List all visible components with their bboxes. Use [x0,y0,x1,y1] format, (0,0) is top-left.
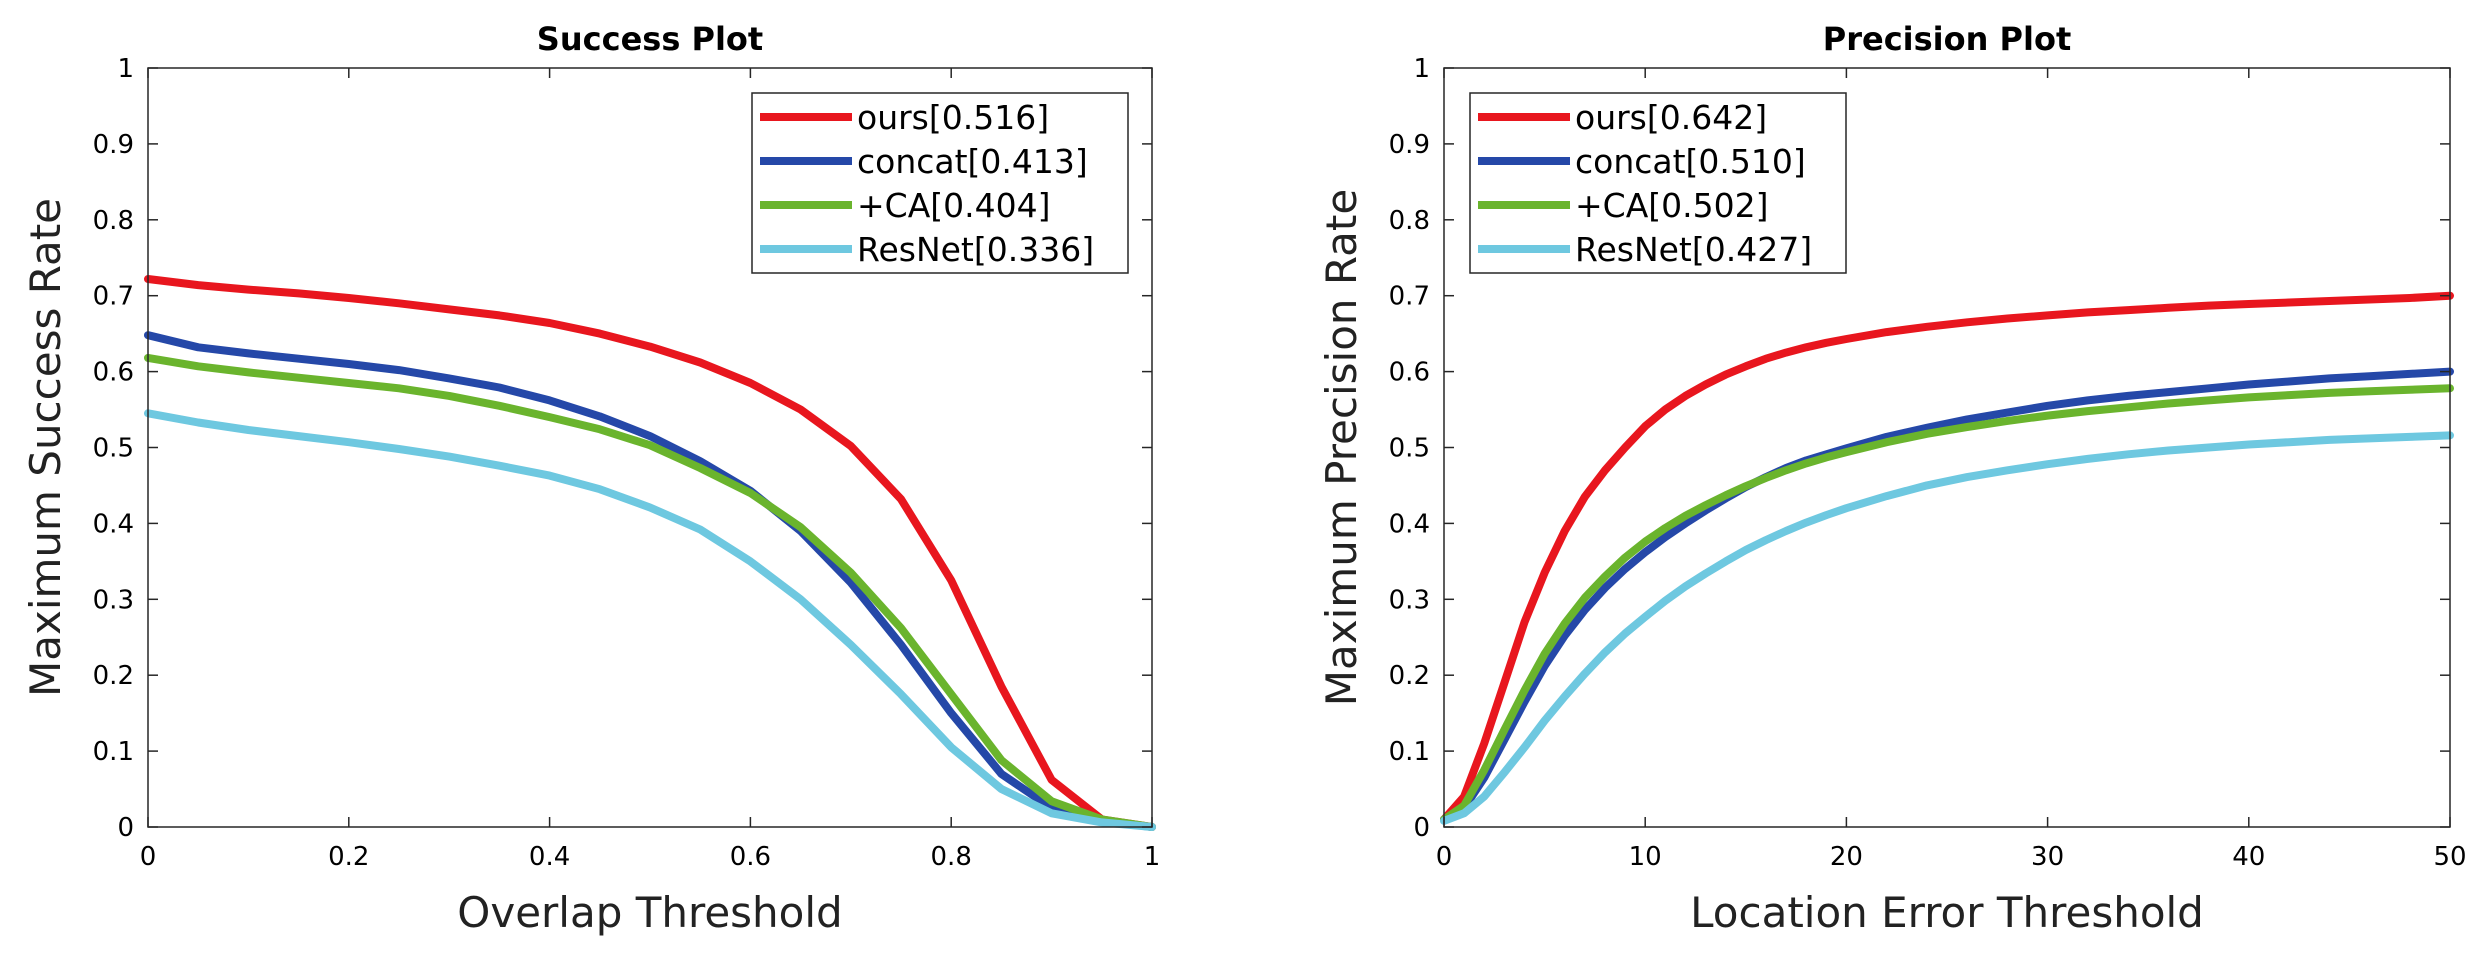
x-tick-label: 0.2 [328,842,369,872]
x-axis-label: Overlap Threshold [457,888,842,937]
x-tick-label: 20 [1830,842,1863,872]
y-tick-label: 0.5 [93,434,134,464]
x-tick-label: 0.8 [931,842,972,872]
legend-box [1469,92,1847,274]
y-tick-label: 0.2 [1389,661,1430,691]
y-tick-label: 0.5 [1389,434,1430,464]
y-tick-label: 0.8 [1389,206,1430,236]
y-tick-label: 1 [117,54,134,84]
legend-label-1: ours[0.642] [1575,98,1767,137]
series-line-3 [1440,384,2454,824]
y-tick-label: 0 [1413,813,1430,843]
legend-label-2: concat[0.413] [857,142,1088,181]
y-tick-label: 0.1 [93,737,134,767]
legend-box [751,92,1129,274]
legend: ours[0.516] concat[0.413] +CA[0.404] ResNet… [751,92,1129,274]
chart-title: Precision Plot [1823,20,2072,58]
legend-label-4: ResNet[0.336] [857,230,1094,269]
y-tick-label: 0.7 [93,282,134,312]
series-line-1 [144,275,1156,831]
series-line-3 [144,353,1156,831]
legend-label-3: +CA[0.404] [857,186,1051,225]
x-tick-label: 0 [1436,842,1453,872]
y-tick-label: 0.6 [1389,358,1430,388]
x-tick-label: 0.4 [529,842,570,872]
y-tick-label: 0.3 [93,585,134,615]
series-line-1 [1440,291,2454,824]
chart-title: Success Plot [537,20,763,58]
y-tick-label: 0.3 [1389,585,1430,615]
series-line-4 [144,409,1156,831]
y-axis-label: Maximum Success Rate [21,198,70,697]
legend-label-4: ResNet[0.427] [1575,230,1812,269]
y-tick-label: 0.2 [93,661,134,691]
y-tick-label: 0.9 [93,130,134,160]
legend-label-2: concat[0.510] [1575,142,1806,181]
x-tick-label: 0.6 [730,842,771,872]
x-tick-label: 50 [2433,842,2466,872]
y-tick-label: 0.8 [93,206,134,236]
y-tick-label: 0.1 [1389,737,1430,767]
y-tick-label: 0.7 [1389,282,1430,312]
precision-plot: 00.10.20.30.40.50.60.70.80.910 10 20 30 40 50… [1317,20,2467,937]
y-tick-label: 0.9 [1389,130,1430,160]
y-tick-label: 0.4 [1389,509,1430,539]
x-axis-label: Location Error Threshold [1690,888,2204,937]
x-tick-label: 1 [1144,842,1161,872]
y-tick-label: 0.6 [93,358,134,388]
success-plot: 0 0.1 0.2 0.3 0.4 0.5 0.6 0.7 0.8 0.9 1 0 0.2 0.4 0.6 0… [21,20,1160,937]
y-tick-label: 0.4 [93,509,134,539]
legend: ours[0.642] concat[0.510] +CA[0.502] ResNet… [1469,92,1847,274]
y-axis-label: Maximum Precision Rate [1317,189,1366,706]
legend-label-1: ours[0.516] [857,98,1049,137]
x-tick-label: 0 [140,842,157,872]
y-tick-label: 1 [1413,54,1430,84]
series-line-2 [144,331,1156,831]
x-tick-label: 10 [1629,842,1662,872]
x-tick-label: 30 [2031,842,2064,872]
x-tick-label: 40 [2232,842,2265,872]
legend-label-3: +CA[0.502] [1575,186,1769,225]
y-tick-label: 0 [117,813,134,843]
series-line-4 [1440,431,2454,825]
